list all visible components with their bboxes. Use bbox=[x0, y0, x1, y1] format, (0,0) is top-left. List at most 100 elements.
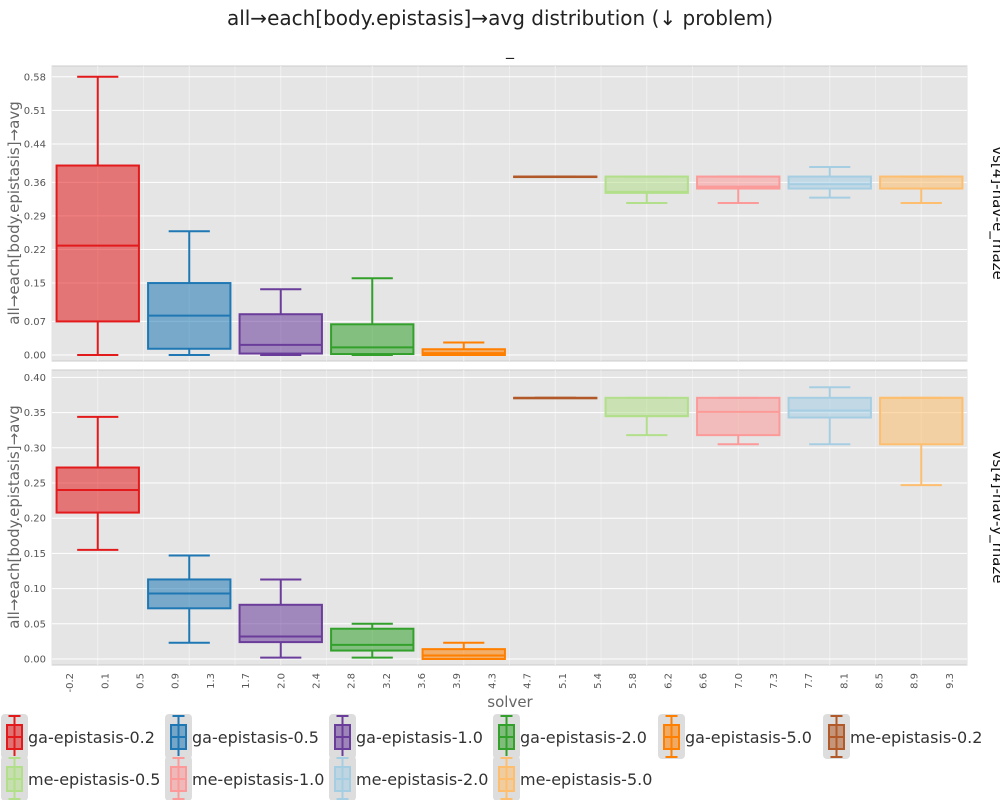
legend-box-icon bbox=[493, 714, 520, 759]
box-me-epistasis-1.0 bbox=[696, 175, 781, 204]
x-tick-label: 7.0 bbox=[734, 673, 745, 689]
y-tick-label: 0.00 bbox=[24, 655, 46, 666]
legend-item: ga-epistasis-1.0 bbox=[329, 714, 483, 759]
x-tick-label: 7.3 bbox=[769, 673, 780, 689]
y-tick-label: 0.05 bbox=[24, 619, 46, 630]
chart-subtitle: _ bbox=[505, 40, 515, 60]
box-ga-epistasis-2.0 bbox=[330, 277, 415, 356]
x-tick-label: 0.9 bbox=[171, 673, 182, 689]
y-tick-label: 0.07 bbox=[24, 317, 46, 328]
legend-item: ga-epistasis-0.5 bbox=[165, 714, 319, 759]
facet-label-e-maze: vs[4]-nav-e_maze bbox=[988, 146, 1000, 280]
box-me-epistasis-5.0 bbox=[879, 175, 964, 204]
y-tick-label: 0.29 bbox=[24, 211, 46, 222]
legend-label: me-epistasis-2.0 bbox=[356, 770, 488, 789]
panel-y-maze: 0.00 0.05 0.10 0.15 0.20 0.25 0.30 0.35 0.40 bbox=[24, 369, 968, 666]
legend-item: ga-epistasis-5.0 bbox=[658, 714, 812, 759]
box-me-epistasis-0.2 bbox=[513, 396, 598, 400]
legend-label: ga-epistasis-5.0 bbox=[685, 728, 812, 747]
y-tick-label: 0.44 bbox=[24, 139, 46, 150]
box-me-epistasis-0.2 bbox=[513, 175, 598, 179]
x-tick-label: 4.3 bbox=[487, 673, 498, 689]
box-ga-epistasis-5.0 bbox=[421, 641, 506, 661]
iqr-box bbox=[421, 648, 506, 661]
x-tick-label: 2.8 bbox=[347, 673, 358, 689]
y-axis-label-bottom: all→each[body.epistasis]→avg bbox=[5, 405, 23, 628]
x-tick-label: 8.1 bbox=[839, 673, 850, 689]
x-tick-label: 0.5 bbox=[135, 673, 146, 689]
x-tick-label: 8.9 bbox=[910, 673, 921, 689]
y-axis-label-top: all→each[body.epistasis]→avg bbox=[5, 101, 23, 324]
x-axis-label: solver bbox=[487, 693, 533, 711]
y-tick-label: 0.58 bbox=[24, 72, 46, 83]
x-tick-label: 1.3 bbox=[206, 673, 217, 689]
legend-box-icon bbox=[823, 714, 850, 759]
legend-box-icon bbox=[1, 714, 28, 759]
legend-item: me-epistasis-1.0 bbox=[165, 756, 324, 800]
box-ga-epistasis-0.2 bbox=[55, 415, 140, 551]
x-tick-label: 1.7 bbox=[241, 673, 252, 689]
legend-item: ga-epistasis-0.2 bbox=[1, 714, 155, 759]
x-tick-label: 3.2 bbox=[382, 673, 393, 689]
x-tick-label: -0.2 bbox=[65, 673, 76, 693]
x-tick-label: 3.6 bbox=[417, 673, 428, 689]
iqr-box bbox=[879, 396, 964, 446]
box-ga-epistasis-0.5 bbox=[147, 230, 232, 356]
iqr-box bbox=[696, 175, 781, 190]
iqr-box bbox=[330, 627, 415, 652]
y-tick-label: 0.22 bbox=[24, 245, 46, 256]
x-tick-label: 5.8 bbox=[628, 673, 639, 689]
legend-item: ga-epistasis-2.0 bbox=[493, 714, 647, 759]
legend-box-icon bbox=[658, 714, 685, 759]
panel-e-maze: 0.00 0.07 0.15 0.22 0.29 0.36 0.44 0.51 0.58 bbox=[24, 65, 968, 362]
box-ga-epistasis-1.0 bbox=[238, 288, 323, 356]
x-tick-label: 6.6 bbox=[699, 673, 710, 689]
box-ga-epistasis-0.5 bbox=[147, 554, 232, 644]
iqr-box bbox=[330, 323, 415, 356]
box-ga-epistasis-0.2 bbox=[55, 75, 140, 356]
box-ga-epistasis-2.0 bbox=[330, 622, 415, 659]
y-tick-label: 0.15 bbox=[24, 279, 46, 290]
legend-box-icon bbox=[493, 756, 520, 800]
box-ga-epistasis-5.0 bbox=[421, 341, 506, 357]
y-tick-label: 0.40 bbox=[24, 373, 46, 384]
x-tick-label: 7.7 bbox=[804, 673, 815, 689]
x-tick-label: 3.9 bbox=[452, 673, 463, 689]
y-tick-label: 0.00 bbox=[24, 351, 46, 362]
x-tick-label: 8.5 bbox=[875, 673, 886, 689]
legend-box-icon bbox=[165, 756, 192, 800]
y-tick-label: 0.15 bbox=[24, 549, 46, 560]
iqr-box bbox=[696, 396, 781, 437]
x-tick-label: 9.3 bbox=[945, 673, 956, 689]
x-tick-label: 2.4 bbox=[311, 673, 322, 689]
facet-label-y-maze: vs[4]-nav-y_maze bbox=[988, 451, 1000, 584]
box-me-epistasis-2.0 bbox=[787, 386, 872, 446]
y-tick-label: 0.30 bbox=[24, 443, 46, 454]
iqr-box bbox=[604, 175, 689, 194]
iqr-box bbox=[787, 396, 872, 419]
iqr-box bbox=[879, 175, 964, 190]
x-tick-label: 5.1 bbox=[558, 673, 569, 689]
x-tick-label: 4.7 bbox=[523, 673, 534, 689]
legend-box-icon bbox=[1, 756, 28, 800]
legend-label: me-epistasis-5.0 bbox=[520, 770, 652, 789]
y-tick-label: 0.35 bbox=[24, 408, 46, 419]
box-me-epistasis-1.0 bbox=[696, 396, 781, 446]
iqr-box bbox=[604, 396, 689, 418]
legend: ga-epistasis-0.2 ga-epistasis-0.5 ga-epist… bbox=[1, 714, 982, 800]
y-tick-label: 0.36 bbox=[24, 178, 46, 189]
legend-label: ga-epistasis-0.2 bbox=[28, 728, 155, 747]
iqr-box bbox=[238, 313, 323, 355]
box-me-epistasis-0.5 bbox=[604, 396, 689, 437]
legend-box-icon bbox=[329, 714, 356, 759]
legend-label: me-epistasis-0.2 bbox=[850, 728, 982, 747]
iqr-box bbox=[55, 164, 140, 323]
iqr-box bbox=[787, 175, 872, 190]
legend-item: me-epistasis-2.0 bbox=[329, 756, 488, 800]
x-tick-label: 2.0 bbox=[276, 673, 287, 689]
legend-item: me-epistasis-0.2 bbox=[823, 714, 982, 759]
x-tick-label: 5.4 bbox=[593, 673, 604, 689]
y-tick-label: 0.10 bbox=[24, 584, 46, 595]
legend-label: me-epistasis-0.5 bbox=[28, 770, 160, 789]
